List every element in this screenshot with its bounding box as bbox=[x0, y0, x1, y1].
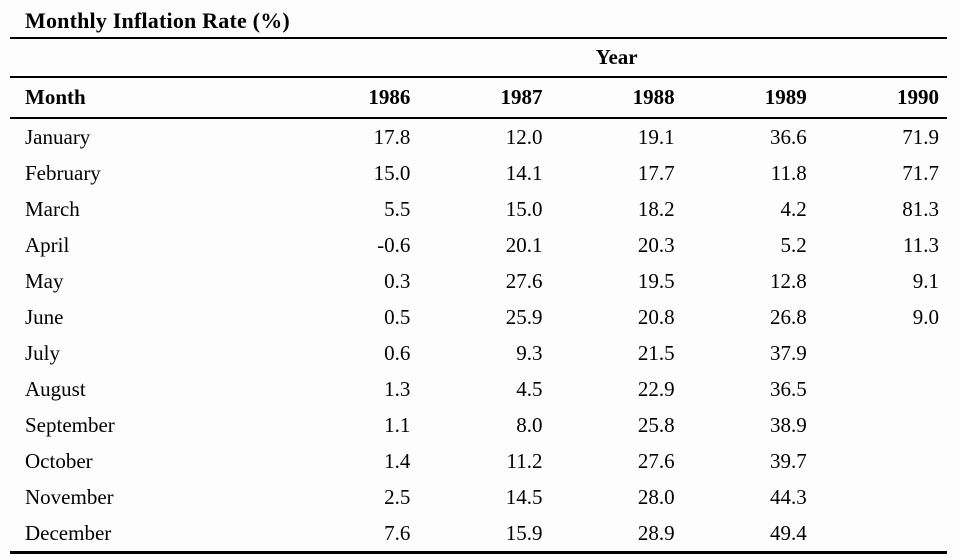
table-row: March 5.5 15.0 18.2 4.2 81.3 bbox=[10, 191, 947, 227]
value-cell: 19.5 bbox=[637, 269, 675, 293]
month-cell: January bbox=[25, 125, 91, 149]
value-cell: 11.3 bbox=[903, 233, 939, 257]
value-cell: 14.5 bbox=[505, 485, 543, 509]
value-cell: 12.8 bbox=[770, 269, 807, 293]
value-cell bbox=[815, 407, 947, 443]
value-cell: 9.0 bbox=[912, 305, 939, 329]
value-cell: 15.9 bbox=[418, 515, 551, 554]
month-cell: May bbox=[25, 269, 64, 293]
value-cell: 20.8 bbox=[637, 305, 675, 329]
column-header-row: Month 1986 1987 1988 1989 1990 bbox=[10, 77, 947, 119]
value-cell: 37.9 bbox=[770, 341, 807, 365]
value-cell: 0.6 bbox=[384, 341, 411, 365]
value-cell: 36.6 bbox=[770, 125, 807, 149]
year-group-header: Year bbox=[286, 39, 947, 78]
value-cell: 1.1 bbox=[384, 413, 411, 437]
value-cell: 14.1 bbox=[505, 161, 543, 185]
value-cell: 8.0 bbox=[516, 413, 543, 437]
table-row: January 17.8 12.0 19.1 36.6 71.9 bbox=[10, 118, 947, 155]
month-cell: June bbox=[25, 305, 64, 329]
table-row: September 1.1 8.0 25.8 38.9 bbox=[10, 407, 947, 443]
value-cell: -0.6 bbox=[377, 233, 411, 257]
table-row: August 1.3 4.5 22.9 36.5 bbox=[10, 371, 947, 407]
table-row: May 0.3 27.6 19.5 12.8 9.1 bbox=[10, 263, 947, 299]
inflation-table: Year Month 1986 1987 1988 1989 1990 January 1… bbox=[10, 39, 947, 554]
value-cell: 5.5 bbox=[384, 197, 411, 221]
value-cell: 71.9 bbox=[902, 125, 939, 149]
year-column-header: 1989 bbox=[682, 77, 815, 119]
value-cell bbox=[815, 371, 947, 407]
table-row: April -0.6 20.1 20.3 5.2 11.3 bbox=[10, 227, 947, 263]
year-column-header: 1986 bbox=[286, 77, 419, 119]
value-cell: 22.9 bbox=[637, 377, 675, 401]
month-cell: September bbox=[25, 413, 115, 437]
month-cell: August bbox=[25, 377, 86, 401]
value-cell: 44.3 bbox=[770, 485, 807, 509]
value-cell: 49.4 bbox=[682, 515, 815, 554]
empty-corner-cell bbox=[10, 39, 287, 78]
value-cell: 4.5 bbox=[516, 377, 543, 401]
value-cell: 81.3 bbox=[902, 197, 939, 221]
value-cell: 15.0 bbox=[373, 161, 411, 185]
value-cell bbox=[815, 443, 947, 479]
value-cell: 27.6 bbox=[505, 269, 543, 293]
value-cell: 0.5 bbox=[384, 305, 411, 329]
value-cell: 27.6 bbox=[637, 449, 675, 473]
value-cell: 12.0 bbox=[505, 125, 543, 149]
table-title: Monthly Inflation Rate (%) bbox=[10, 6, 947, 39]
month-cell: February bbox=[25, 161, 101, 185]
value-cell: 25.9 bbox=[505, 305, 543, 329]
table-row: November 2.5 14.5 28.0 44.3 bbox=[10, 479, 947, 515]
value-cell: 20.3 bbox=[637, 233, 675, 257]
value-cell: 4.2 bbox=[780, 197, 807, 221]
value-cell: 0.3 bbox=[384, 269, 411, 293]
value-cell bbox=[815, 479, 947, 515]
value-cell: 28.0 bbox=[637, 485, 675, 509]
value-cell: 71.7 bbox=[902, 161, 939, 185]
value-cell: 39.7 bbox=[770, 449, 807, 473]
year-column-header: 1988 bbox=[550, 77, 683, 119]
table-row: July 0.6 9.3 21.5 37.9 bbox=[10, 335, 947, 371]
value-cell: 17.7 bbox=[637, 161, 675, 185]
value-cell: 11.2 bbox=[506, 449, 543, 473]
value-cell: 15.0 bbox=[505, 197, 543, 221]
value-cell: 18.2 bbox=[637, 197, 675, 221]
month-cell: October bbox=[25, 449, 93, 473]
month-cell: December bbox=[10, 515, 287, 554]
value-cell: 9.3 bbox=[516, 341, 543, 365]
value-cell: 19.1 bbox=[637, 125, 675, 149]
value-cell: 5.2 bbox=[780, 233, 807, 257]
table-row: December 7.6 15.9 28.9 49.4 bbox=[10, 515, 947, 554]
table-body: January 17.8 12.0 19.1 36.6 71.9 February 15.0 1… bbox=[10, 118, 947, 554]
month-cell: November bbox=[25, 485, 114, 509]
value-cell: 2.5 bbox=[384, 485, 411, 509]
value-cell: 26.8 bbox=[770, 305, 807, 329]
year-group-row: Year bbox=[10, 39, 947, 78]
value-cell: 20.1 bbox=[505, 233, 543, 257]
table-row: October 1.4 11.2 27.6 39.7 bbox=[10, 443, 947, 479]
year-column-header: 1990 bbox=[814, 77, 947, 119]
value-cell: 38.9 bbox=[770, 413, 807, 437]
table-row: February 15.0 14.1 17.7 11.8 71.7 bbox=[10, 155, 947, 191]
value-cell: 25.8 bbox=[637, 413, 675, 437]
value-cell: 21.5 bbox=[637, 341, 675, 365]
month-cell: July bbox=[25, 341, 61, 365]
value-cell bbox=[814, 515, 947, 554]
value-cell: 1.4 bbox=[384, 449, 411, 473]
value-cell: 9.1 bbox=[912, 269, 939, 293]
value-cell bbox=[815, 335, 947, 371]
value-cell: 1.3 bbox=[384, 377, 411, 401]
table-row: June 0.5 25.9 20.8 26.8 9.0 bbox=[10, 299, 947, 335]
month-cell: April bbox=[25, 233, 70, 257]
year-column-header: 1987 bbox=[418, 77, 551, 119]
value-cell: 36.5 bbox=[770, 377, 807, 401]
value-cell: 11.8 bbox=[770, 161, 807, 185]
value-cell: 17.8 bbox=[373, 125, 411, 149]
value-cell: 7.6 bbox=[286, 515, 419, 554]
month-column-header: Month bbox=[10, 77, 287, 119]
value-cell: 28.9 bbox=[550, 515, 683, 554]
month-cell: March bbox=[25, 197, 80, 221]
